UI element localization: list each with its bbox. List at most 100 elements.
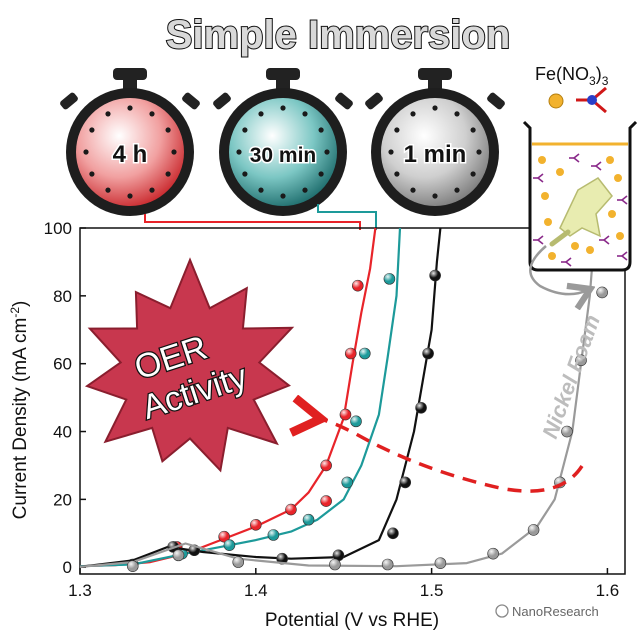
hour-dot (236, 149, 242, 155)
hour-dot (432, 105, 438, 111)
hour-dot (242, 171, 248, 177)
data-point-highlight (561, 426, 573, 438)
stopwatch-crown (113, 68, 147, 80)
stopwatch-side-button (213, 92, 231, 110)
data-point-highlight (345, 348, 357, 360)
y-tick-label: 80 (53, 287, 72, 306)
beaker-to-curve-arrow (529, 245, 588, 294)
hour-dot (324, 149, 330, 155)
hour-dot (127, 193, 133, 199)
data-point-highlight (332, 549, 344, 561)
fe-ion-particle (571, 242, 579, 250)
nitrate-particle (533, 235, 544, 245)
burst-shape (84, 257, 295, 473)
nitrate-particle (533, 173, 544, 183)
data-point-highlight (320, 495, 332, 507)
hour-dot (149, 111, 155, 117)
data-point-highlight (434, 557, 446, 569)
hour-dot (432, 193, 438, 199)
data-point-highlight (218, 531, 230, 543)
data-point-highlight (352, 280, 364, 292)
stopwatch-side-button (487, 92, 505, 110)
data-point-highlight (487, 548, 499, 560)
fe-ion-particle (556, 168, 564, 176)
hour-dot (105, 187, 111, 193)
fe-ion-particle (606, 156, 614, 164)
data-point-highlight (350, 415, 362, 427)
watermark-icon (495, 604, 509, 618)
stopwatch-hour-dots (388, 105, 482, 199)
data-point-highlight (172, 549, 184, 561)
stopwatch-label: 30 min (250, 144, 317, 167)
hour-dot (470, 171, 476, 177)
oer-activity-burst: OER Activity (84, 257, 295, 473)
hour-dot (394, 127, 400, 133)
data-point-highlight (399, 476, 411, 488)
data-point-highlight (329, 559, 341, 571)
stopwatch-hour-dots (83, 105, 177, 199)
stopwatch-4h: 4 h (60, 68, 200, 216)
data-point-highlight (382, 559, 394, 571)
series-1-min (79, 227, 442, 568)
y-tick-label: 0 (63, 558, 72, 577)
stopwatch-side-button (182, 92, 200, 110)
stopwatch-crown (418, 68, 452, 80)
stopwatch-hour-dots (236, 105, 330, 199)
stopwatch-label: 4 h (113, 141, 148, 168)
hour-dot (127, 105, 133, 111)
hour-dot (89, 171, 95, 177)
nickel-foam-label: Nickel Foam (537, 311, 605, 441)
plot-frame (79, 227, 626, 575)
fe-ion-particle (541, 192, 549, 200)
data-point-highlight (223, 539, 235, 551)
x-tick-label: 1.6 (596, 581, 620, 600)
series-line (79, 227, 597, 568)
nitrate-particle (599, 235, 610, 245)
hour-dot (318, 127, 324, 133)
stopwatch-side-button (60, 92, 78, 110)
fe-ion-particle (548, 252, 556, 260)
data-point-highlight (528, 524, 540, 536)
fe-ion-particle (544, 218, 552, 226)
stopwatch-30min: 30 min (213, 68, 353, 216)
nitrate-particle (617, 195, 628, 205)
watermark-text: NanoResearch (512, 604, 599, 619)
data-point-highlight (232, 556, 244, 568)
fe-ion-icon (548, 93, 564, 109)
stopwatch-1min: 1 min (365, 68, 505, 216)
data-point-highlight (596, 286, 608, 298)
hour-dot (302, 111, 308, 117)
stopwatch-face (76, 98, 184, 206)
stopwatch-face (381, 98, 489, 206)
hour-dot (394, 171, 400, 177)
data-point-highlight (341, 476, 353, 488)
fe-ion-particle (538, 156, 546, 164)
connector-4h (144, 214, 361, 230)
hour-dot (165, 171, 171, 177)
hour-dot (83, 149, 89, 155)
data-point-highlight (303, 514, 315, 526)
hour-dot (89, 127, 95, 133)
hour-dot (410, 111, 416, 117)
data-point-highlight (339, 409, 351, 421)
y-axis-label: Current Density (mA cm-2) (8, 301, 31, 520)
series-layer (79, 227, 608, 572)
connector-30min (317, 204, 377, 230)
data-point-highlight (276, 553, 288, 565)
stopwatch-side-button (365, 92, 383, 110)
fe-ion-particle (616, 232, 624, 240)
nickel-foam-piece-icon (559, 177, 613, 238)
stopwatch-crown (266, 68, 300, 80)
beaker-illustration: Fe(NO3)3 (522, 64, 638, 272)
y-tick-label: 20 (53, 490, 72, 509)
fe-ion-particle (586, 246, 594, 254)
nitrate-particle (561, 257, 572, 267)
hour-dot (388, 149, 394, 155)
y-tick-label: 60 (53, 355, 72, 374)
x-axis-label: Potential (V vs RHE) (265, 610, 439, 631)
hour-dot (476, 149, 482, 155)
data-point-highlight (127, 560, 139, 572)
nitrate-particle (591, 161, 602, 171)
activity-trend-arrow (314, 418, 584, 493)
